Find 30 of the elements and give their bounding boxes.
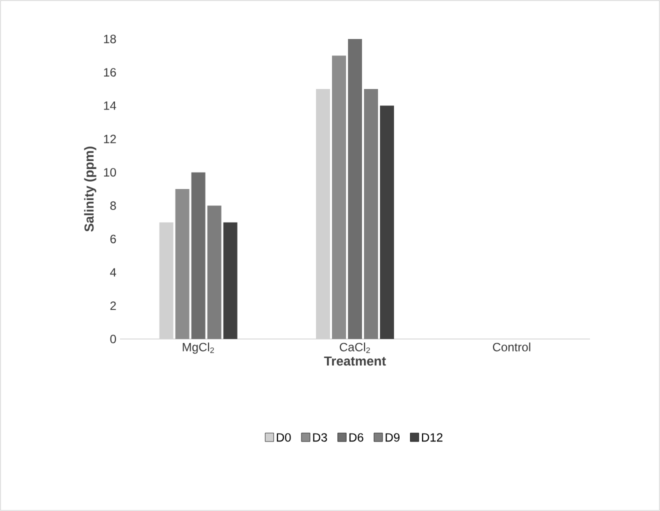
bar [223, 222, 238, 339]
bar [364, 88, 378, 339]
y-tick-label: 16 [104, 68, 116, 77]
legend-label: D12 [422, 433, 442, 442]
x-tick-label: Control [492, 342, 530, 352]
y-tick-label: 4 [110, 268, 116, 276]
bar [159, 222, 174, 339]
legend-label: D3 [313, 433, 327, 442]
bar [175, 188, 190, 339]
bar [348, 38, 362, 339]
x-tick-label: MgCl$_{2}$ [182, 342, 214, 354]
x-tick-label: CaCl$_{2}$ [340, 342, 370, 354]
y-tick-label: 8 [110, 201, 116, 210]
legend-label: D6 [349, 433, 364, 442]
bar [191, 172, 206, 339]
y-tick-label: 0 [110, 334, 116, 344]
y-tick-label: 2 [110, 301, 116, 310]
bar [332, 56, 346, 339]
y-axis-title: Salinity (ppm) [84, 146, 96, 232]
bar [316, 88, 330, 339]
legend-label: D9 [386, 433, 400, 442]
bar [380, 106, 394, 339]
bar [207, 206, 222, 339]
y-tick-label: 12 [104, 134, 116, 144]
y-tick-label: 18 [104, 34, 116, 44]
y-tick-label: 6 [110, 234, 116, 244]
legend-label: D0 [276, 433, 291, 442]
x-axis-title: Treatment [324, 356, 386, 366]
y-tick-label: 10 [104, 168, 116, 177]
y-tick-label: 14 [104, 102, 116, 110]
